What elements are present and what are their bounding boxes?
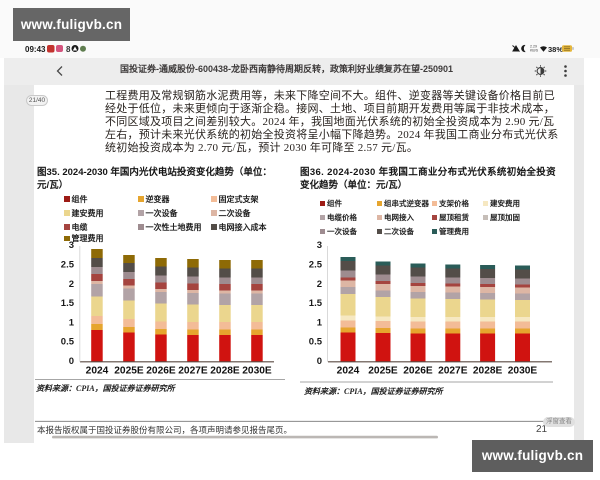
svg-text:2028E: 2028E	[473, 366, 503, 377]
svg-text:3: 3	[317, 240, 322, 251]
svg-text:1.5: 1.5	[61, 298, 75, 309]
svg-text:2028E: 2028E	[210, 366, 240, 377]
svg-text:2024: 2024	[337, 366, 360, 377]
svg-text:3: 3	[69, 240, 74, 251]
svg-text:2025E: 2025E	[368, 366, 398, 377]
svg-text:2030E: 2030E	[242, 366, 272, 377]
svg-text:2.29: 2.29	[530, 45, 537, 49]
svg-text:2027E: 2027E	[438, 366, 468, 377]
svg-text:KB/S: KB/S	[530, 49, 539, 53]
svg-text:38%: 38%	[548, 45, 563, 54]
svg-text:2027E: 2027E	[178, 366, 208, 377]
svg-text:0.5: 0.5	[309, 337, 323, 348]
svg-text:2.5: 2.5	[309, 260, 323, 271]
svg-text:2025E: 2025E	[114, 366, 144, 377]
svg-text:0.5: 0.5	[61, 337, 75, 348]
svg-text:2030E: 2030E	[508, 366, 538, 377]
svg-text:2026E: 2026E	[146, 366, 176, 377]
svg-text:0: 0	[69, 356, 74, 367]
svg-text:8: 8	[66, 45, 71, 54]
svg-text:0: 0	[317, 356, 322, 367]
svg-text:2026E: 2026E	[403, 366, 433, 377]
svg-text:2: 2	[69, 279, 74, 290]
svg-text:1: 1	[317, 317, 323, 328]
svg-text:2.5: 2.5	[61, 260, 75, 271]
svg-text:2: 2	[317, 279, 322, 290]
svg-text:2024: 2024	[86, 366, 109, 377]
svg-text:1: 1	[69, 317, 75, 328]
svg-text:1.5: 1.5	[309, 298, 323, 309]
